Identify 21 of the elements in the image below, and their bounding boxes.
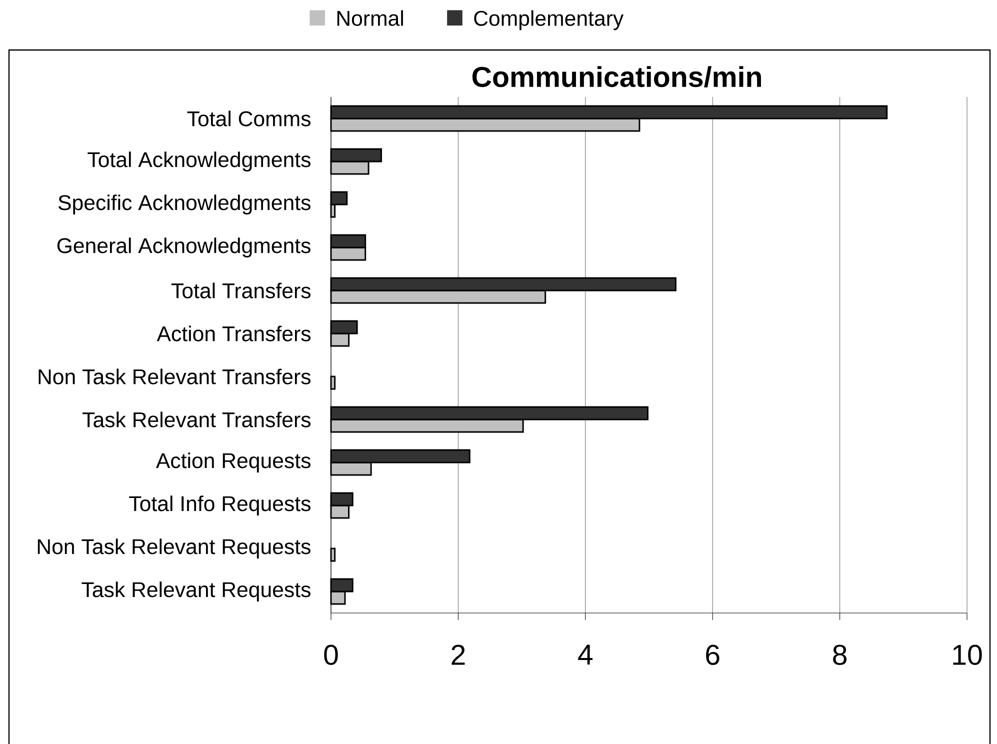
y-tick-label: Action Requests — [156, 452, 310, 472]
y-tick-label: Non Task Relevant Requests — [38, 538, 310, 558]
y-tick-label: Total Transfers — [171, 282, 311, 298]
chart-title: Communications/min — [472, 66, 761, 88]
y-tick-label: Task Relevant Requests — [82, 582, 310, 602]
x-tick-label: 6 — [706, 644, 720, 666]
y-tick-label: Non Task Relevant Transfers — [38, 368, 310, 384]
legend-label: Complementary — [474, 10, 624, 30]
y-tick-label: Action Transfers — [156, 326, 311, 342]
y-tick-label: Total Acknowledgments — [88, 152, 310, 172]
y-tick-label: Total Info Requests — [129, 496, 310, 516]
x-tick-label: 2 — [452, 644, 465, 665]
legend-label: Normal — [337, 10, 403, 26]
x-tick-label: 10 — [953, 644, 982, 666]
y-tick-label: Total Comms — [187, 110, 310, 126]
y-tick-label: Task Relevant Transfers — [82, 412, 310, 428]
x-tick-label: 4 — [578, 644, 593, 664]
x-tick-label: 8 — [833, 644, 847, 666]
x-tick-label: 0 — [324, 644, 338, 666]
y-tick-label: Specific Acknowledgments — [58, 194, 310, 214]
y-tick-label: General Acknowledgments — [57, 238, 310, 258]
